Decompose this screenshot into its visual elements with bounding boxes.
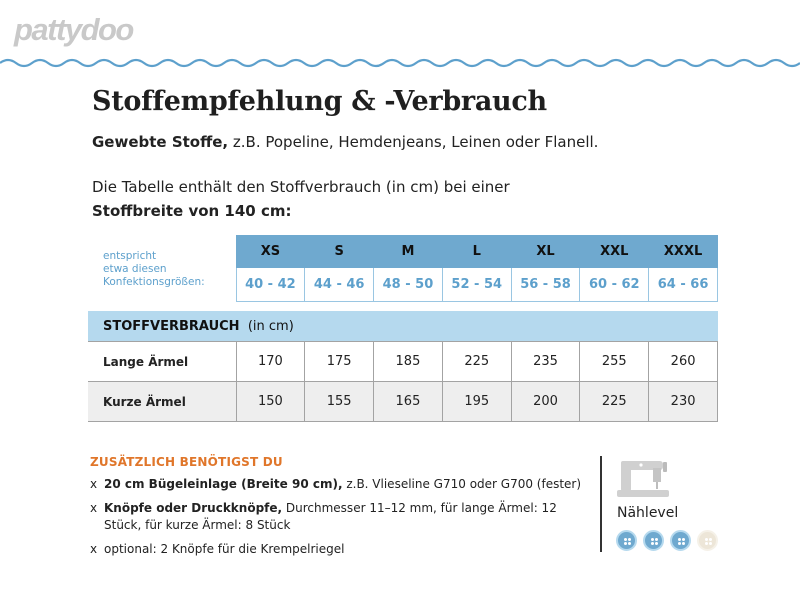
usage-cell: 200 bbox=[510, 381, 581, 422]
fabric-label: Gewebte Stoffe, bbox=[92, 133, 229, 151]
usage-cell: 225 bbox=[441, 341, 512, 382]
size-range: 56 - 58 bbox=[510, 267, 581, 302]
bullet-x: x bbox=[90, 542, 98, 556]
size-range: 48 - 50 bbox=[373, 267, 443, 302]
wave-divider bbox=[0, 58, 800, 68]
size-range: 44 - 46 bbox=[304, 267, 375, 302]
extras-item-bold: Knöpfe oder Druckknöpfe, bbox=[104, 501, 283, 515]
sewing-machine-icon bbox=[617, 461, 669, 497]
size-range: 64 - 66 bbox=[648, 267, 718, 302]
usage-cell: 150 bbox=[235, 381, 306, 422]
usage-cell: 175 bbox=[304, 341, 375, 382]
level-button-icon bbox=[616, 530, 637, 551]
size-label: XL bbox=[510, 235, 581, 268]
usage-cell: 165 bbox=[373, 381, 443, 422]
size-range-row: 40 - 42 44 - 46 48 - 50 52 - 54 56 - 58 … bbox=[88, 267, 718, 302]
size-label: XXXL bbox=[648, 235, 718, 268]
extras-item-text: Durchmesser 11–12 mm, für lange Ärmel: 1… bbox=[104, 501, 557, 532]
extras-item: x optional: 2 Knöpfe für die Krempelriege… bbox=[90, 541, 585, 558]
table-intro: Die Tabelle enthält den Stoffverbrauch (… bbox=[92, 175, 510, 223]
extras-item: x 20 cm Bügeleinlage (Breite 90 cm), z.B.… bbox=[90, 476, 585, 493]
fabric-text: z.B. Popeline, Hemdenjeans, Leinen oder … bbox=[228, 133, 599, 151]
extras-item: x Knöpfe oder Druckknöpfe, Durchmesser 11… bbox=[90, 500, 585, 534]
extras-item-bold: 20 cm Bügeleinlage (Breite 90 cm), bbox=[104, 477, 343, 491]
vertical-divider bbox=[600, 456, 602, 552]
bullet-x: x bbox=[90, 501, 98, 515]
usage-cell: 225 bbox=[579, 381, 650, 422]
usage-cell: 185 bbox=[373, 341, 443, 382]
size-label: S bbox=[304, 235, 375, 268]
intro-line-2: Stoffbreite von 140 cm: bbox=[92, 202, 292, 220]
size-label: XS bbox=[235, 235, 306, 268]
usage-cell: 235 bbox=[510, 341, 581, 382]
level-button-icon bbox=[643, 530, 664, 551]
usage-header-title: STOFFVERBRAUCH bbox=[103, 319, 240, 334]
usage-cell: 155 bbox=[304, 381, 375, 422]
intro-line-1: Die Tabelle enthält den Stoffverbrauch (… bbox=[92, 178, 510, 196]
extras-list: x 20 cm Bügeleinlage (Breite 90 cm), z.B.… bbox=[90, 476, 585, 565]
level-button-icon bbox=[697, 530, 718, 551]
size-range: 52 - 54 bbox=[441, 267, 512, 302]
size-range: 60 - 62 bbox=[579, 267, 650, 302]
fabric-recommendation: Gewebte Stoffe, z.B. Popeline, Hemdenjea… bbox=[92, 133, 598, 151]
usage-row-long: Lange Ärmel 170 175 185 225 235 255 260 bbox=[88, 341, 718, 382]
size-table: entspricht etwa diesen Konfektionsgrößen… bbox=[88, 235, 718, 302]
size-header-row: entspricht etwa diesen Konfektionsgrößen… bbox=[88, 235, 718, 288]
usage-cell: 195 bbox=[441, 381, 512, 422]
size-label: M bbox=[373, 235, 443, 268]
usage-cell: 255 bbox=[579, 341, 650, 382]
usage-header: STOFFVERBRAUCH (in cm) bbox=[88, 311, 718, 341]
usage-row-short: Kurze Ärmel 150 155 165 195 200 225 230 bbox=[88, 381, 718, 422]
size-corner-label: entspricht etwa diesen Konfektionsgrößen… bbox=[88, 236, 236, 302]
usage-header-unit: (in cm) bbox=[247, 319, 294, 334]
usage-row-label: Kurze Ärmel bbox=[88, 381, 237, 422]
sewing-level-label: Nählevel bbox=[617, 505, 679, 521]
level-button-icon bbox=[670, 530, 691, 551]
usage-table: Lange Ärmel 170 175 185 225 235 255 260 … bbox=[88, 341, 718, 422]
usage-row-label: Lange Ärmel bbox=[88, 341, 237, 382]
usage-cell: 230 bbox=[648, 381, 718, 422]
bullet-x: x bbox=[90, 477, 98, 491]
page-title: Stoffempfehlung & -Verbrauch bbox=[92, 86, 547, 117]
corner-line: Konfektionsgrößen: bbox=[103, 275, 205, 288]
brand-logo: pattydoo bbox=[14, 12, 134, 47]
corner-line: etwa diesen bbox=[103, 262, 167, 275]
corner-line: entspricht bbox=[103, 249, 157, 262]
sewing-level-rating bbox=[616, 530, 718, 551]
size-range: 40 - 42 bbox=[235, 267, 306, 302]
extras-item-text: optional: 2 Knöpfe für die Krempelriegel bbox=[104, 542, 345, 556]
size-label: L bbox=[441, 235, 512, 268]
extras-item-text: z.B. Vlieseline G710 oder G700 (fester) bbox=[342, 477, 582, 491]
extras-title: ZUSÄTZLICH BENÖTIGST DU bbox=[90, 455, 283, 469]
usage-cell: 170 bbox=[235, 341, 306, 382]
usage-cell: 260 bbox=[648, 341, 718, 382]
size-label: XXL bbox=[579, 235, 650, 268]
